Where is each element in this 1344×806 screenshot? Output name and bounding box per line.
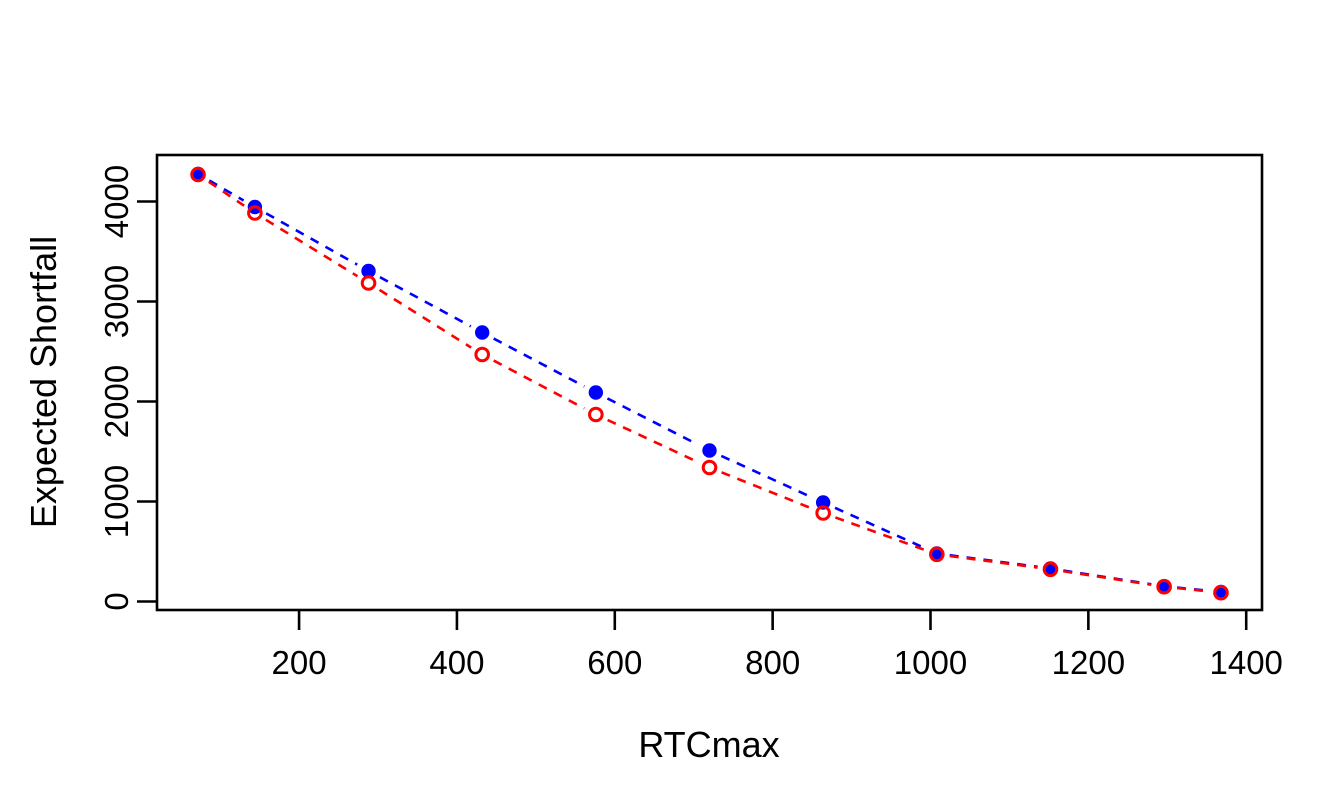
red-open-series-segment	[265, 218, 359, 278]
blue-filled-series-segment	[493, 337, 585, 388]
red-open-series-point	[1213, 584, 1229, 601]
x-tick-label: 600	[587, 644, 642, 681]
blue-filled-series-point	[702, 443, 717, 458]
red-open-series-point	[247, 205, 263, 221]
blue-filled-series-segment	[265, 212, 358, 266]
red-open-series-segment	[1063, 569, 1152, 587]
red-open-series-point	[1042, 561, 1059, 578]
y-tick-label: 4000	[98, 165, 135, 238]
y-tick-label: 0	[98, 592, 135, 610]
red-open-series-segment	[721, 471, 812, 510]
red-open-series-point	[1156, 578, 1172, 595]
x-tick-label: 400	[429, 644, 484, 681]
y-axis-title: Expected Shortfall	[23, 236, 64, 528]
blue-filled-series-segment	[208, 179, 245, 202]
y-tick-label: 3000	[98, 265, 135, 338]
red-open-series-segment	[607, 418, 699, 464]
red-open-series-segment	[1176, 586, 1209, 593]
x-axis: 200 400 600 800 1000 1200 1400	[272, 610, 1283, 681]
red-open-series-point	[190, 166, 206, 183]
x-tick-label: 1200	[1052, 644, 1125, 681]
red-open-series-point	[815, 505, 831, 521]
y-tick-label: 1000	[98, 465, 135, 538]
y-tick-label: 2000	[98, 365, 135, 438]
blue-filled-series-point	[474, 325, 490, 340]
blue-filled-series-segment	[834, 506, 926, 550]
blue-filled-series-segment	[720, 454, 812, 499]
x-tick-label: 200	[272, 644, 327, 681]
x-axis-title: RTCmax	[638, 724, 779, 765]
plot-box	[155, 153, 1264, 612]
red-open-series-segment	[378, 288, 472, 349]
red-open-series-segment	[834, 516, 926, 552]
red-open-series-point	[474, 346, 490, 363]
red-open-series-segment	[949, 554, 1038, 569]
red-open-series-segment	[208, 180, 245, 207]
x-tick-label: 1400	[1210, 644, 1283, 681]
red-open-series-segment	[493, 359, 585, 410]
blue-filled-series-segment	[379, 276, 472, 328]
blue-filled-series-point	[361, 263, 376, 279]
red-open-series-point	[588, 406, 604, 423]
y-axis: 0 1000 2000 3000 4000	[98, 165, 157, 611]
red-open-series-point	[929, 546, 945, 563]
x-tick-label: 800	[745, 644, 800, 681]
blue-filled-series-segment	[606, 397, 699, 446]
blue-filled-series-point	[588, 385, 604, 400]
series-layer	[190, 166, 1229, 601]
x-tick-label: 1000	[894, 644, 967, 681]
red-open-series-point	[360, 275, 377, 291]
red-open-series-point	[701, 459, 718, 476]
